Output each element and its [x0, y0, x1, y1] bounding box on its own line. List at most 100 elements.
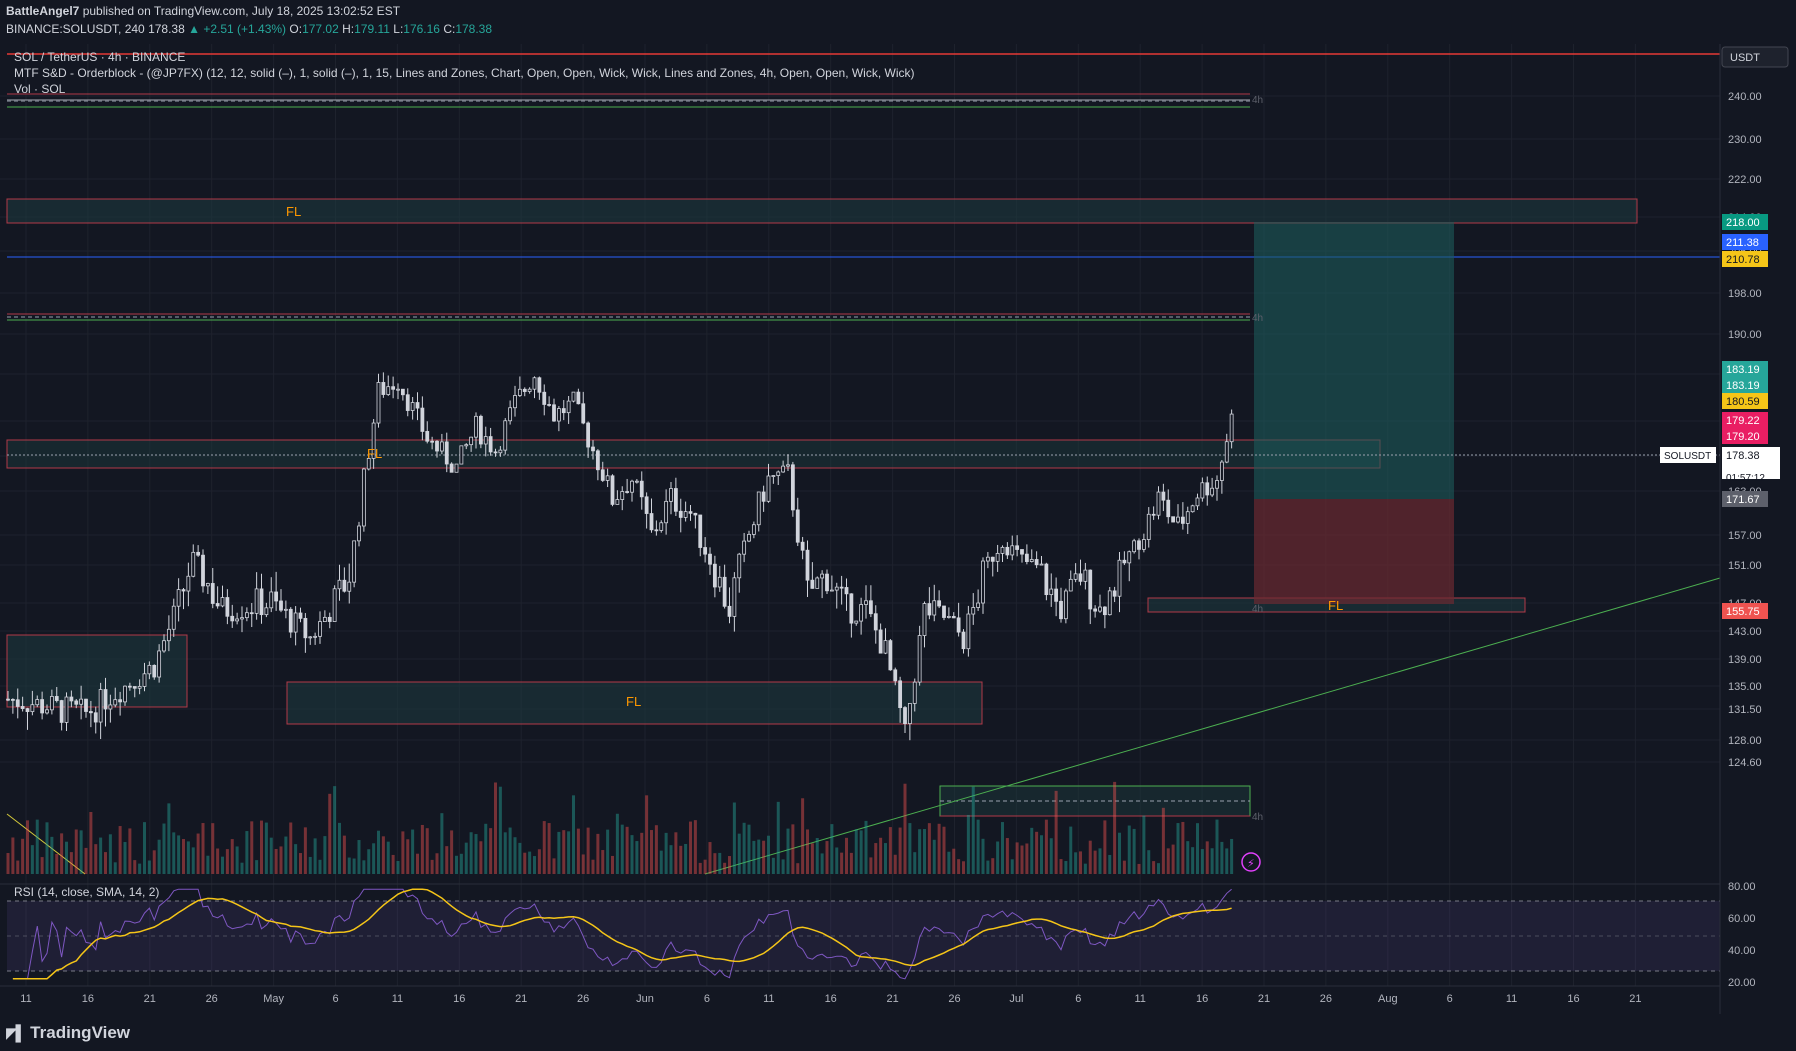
long-position-tool[interactable]: [1254, 222, 1454, 604]
price-scale[interactable]: USDT 240.00230.00222.00214.00206.00198.0…: [1719, 44, 1796, 1014]
volume-bar: [669, 845, 673, 874]
rsi-legend[interactable]: RSI (14, close, SMA, 14, 2): [14, 885, 159, 899]
high-value: 179.11: [354, 22, 390, 36]
candle-body: [1190, 505, 1195, 513]
candle-body: [49, 696, 54, 711]
candle-body: [279, 600, 283, 611]
volume-bar: [1001, 822, 1004, 874]
candle-body: [751, 524, 756, 535]
currency-selector[interactable]: [1721, 46, 1789, 68]
volume-bar: [776, 801, 780, 874]
time-axis[interactable]: 11 16 21 26 May 6 11 16 21 26 Jun 6 11 16 21 26 Jul 6 11 16…: [0, 985, 1720, 1005]
trend-line-short[interactable]: [6, 813, 86, 875]
volume-bar: [791, 824, 795, 874]
price-chart[interactable]: FL FL FL FL 4h 4h 4h 4h ⚡ SOL / TetherUS…: [0, 44, 1796, 1014]
countdown: 01:57:12: [1726, 473, 1765, 484]
volume-bar: [440, 813, 444, 874]
volume-bar: [771, 857, 775, 874]
last-price: 178.38: [148, 22, 185, 36]
currency-label[interactable]: USDT: [1730, 52, 1760, 64]
volume-bar: [606, 829, 610, 874]
x-tick-label: 26: [948, 993, 960, 1005]
volume-legend[interactable]: Vol · SOL: [14, 82, 66, 96]
volume-bar: [503, 832, 507, 874]
volume-bar: [1157, 863, 1160, 874]
volume-bar: [820, 853, 824, 874]
volume-bar: [1025, 843, 1029, 874]
volume-bar: [55, 853, 59, 874]
volume-bar: [567, 831, 571, 874]
x-tick-label: 16: [825, 993, 837, 1005]
x-tick-label: 21: [886, 993, 898, 1005]
zone-label-fl: FL: [626, 694, 641, 709]
x-tick-label: 6: [1075, 993, 1081, 1005]
volume-bar: [703, 859, 707, 874]
candle-body: [137, 686, 142, 689]
volume-bar: [854, 829, 858, 874]
volume-bar: [1020, 845, 1024, 874]
volume-bar: [113, 862, 117, 874]
candle-body: [527, 388, 532, 392]
y-tick-label: 135.00: [1728, 681, 1762, 693]
candle-body: [313, 635, 318, 638]
x-tick-label: 21: [1258, 993, 1270, 1005]
candle-body: [634, 480, 639, 483]
author[interactable]: BattleAngel7: [6, 4, 80, 18]
x-tick-label: 16: [1196, 993, 1208, 1005]
trend-line[interactable]: [704, 577, 1721, 875]
close-label: C:: [443, 22, 456, 36]
candle-body: [396, 388, 400, 391]
candle-body: [274, 591, 279, 602]
price-label: 183.19: [1726, 380, 1760, 392]
candle-body: [776, 471, 781, 476]
candle-body: [366, 458, 371, 470]
volume-bar: [1088, 840, 1092, 874]
volume-bar: [835, 847, 839, 874]
candle-body: [595, 450, 600, 471]
symbol-line: BINANCE:SOLUSDT, 240: [6, 22, 145, 36]
price-label: 155.75: [1726, 606, 1760, 618]
candle-body: [1088, 569, 1093, 610]
y-tick-label: 230.00: [1728, 134, 1762, 146]
volume-bar: [328, 793, 332, 874]
price-label-tag: [1722, 428, 1768, 444]
low-label: L:: [393, 22, 404, 36]
volume-bar: [689, 821, 692, 874]
volume-bar: [1005, 838, 1009, 874]
candle-body: [59, 700, 64, 723]
volume-bar: [191, 847, 195, 874]
volume-bar: [35, 819, 39, 874]
zone-tf-label: 4h: [1252, 604, 1263, 615]
candle-body: [868, 600, 873, 615]
volume-bar: [513, 837, 517, 874]
candle-body: [176, 589, 181, 607]
volume-bar: [957, 859, 961, 874]
tradingview-logo[interactable]: ◤▌ TradingView: [6, 1023, 130, 1043]
price-label-tag: [1722, 251, 1768, 267]
volume-bar: [528, 851, 532, 874]
bolt-glyph: ⚡: [1247, 858, 1255, 870]
candle-body: [971, 607, 976, 615]
volume-bar: [1083, 863, 1087, 874]
candle-body: [712, 563, 717, 588]
candle-body: [40, 699, 45, 714]
candle-body: [1205, 482, 1210, 496]
price-label-tag: [1722, 491, 1768, 507]
indicator-legend[interactable]: MTF S&D - Orderblock - (@JP7FX) (12, 12,…: [14, 66, 915, 80]
volume-bar: [6, 853, 10, 874]
y-tick-label: 198.00: [1728, 288, 1762, 300]
x-tick-label: 21: [144, 993, 156, 1005]
candle-body: [1180, 516, 1185, 524]
chart-title[interactable]: SOL / TetherUS · 4h · BINANCE: [14, 50, 185, 64]
bolt-icon[interactable]: [1241, 852, 1261, 872]
candle-body: [478, 415, 483, 445]
footer: ◤▌ TradingView: [0, 1014, 1796, 1051]
candle-body: [376, 382, 381, 424]
volume-bar: [118, 826, 122, 874]
volume-bar: [206, 855, 210, 874]
volume-bar: [152, 850, 156, 874]
candle-body: [820, 573, 825, 579]
volume-bar: [30, 845, 34, 874]
candle-body: [283, 608, 288, 611]
candle-body: [1054, 588, 1059, 602]
